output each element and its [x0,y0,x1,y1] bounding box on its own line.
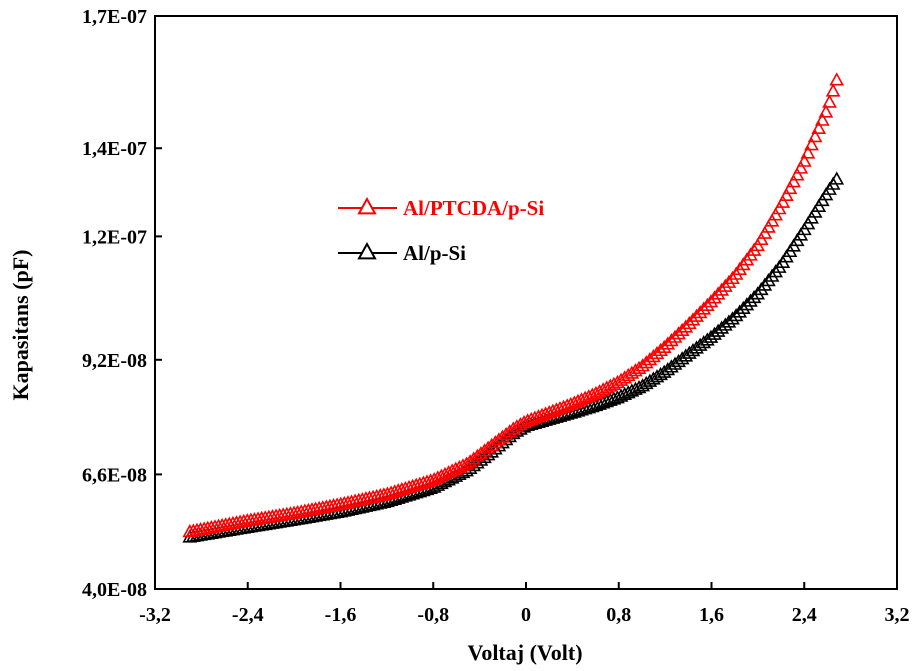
data-point [721,314,737,328]
data-point [786,174,801,188]
x-tick-label: 2,4 [792,604,817,626]
data-point [678,319,694,333]
legend-label: Al/PTCDA/p-Si [403,196,544,220]
data-point [818,104,834,118]
data-point [793,160,809,174]
y-tick-label: 6,6E-08 [82,464,147,486]
y-tick-label: 1,7E-07 [82,6,147,28]
data-point [635,378,650,392]
data-point [811,120,827,134]
data-point [717,278,733,292]
y-tick-label: 1,4E-07 [82,138,147,160]
data-point [703,294,719,308]
data-point [509,419,525,433]
data-point [743,293,758,307]
y-tick-label: 9,2E-08 [82,350,147,372]
data-point [800,145,816,159]
data-point [606,376,622,390]
data-point [714,282,730,296]
data-point [664,332,679,347]
data-point [707,290,722,304]
x-tick-label: 0 [521,604,531,626]
x-tick-label: 3,2 [885,604,910,626]
data-point [649,369,665,383]
x-tick-label: 0,8 [606,604,631,626]
data-point [771,201,787,215]
y-axis-title: Kapasitans (pF) [8,250,33,401]
data-point [779,187,794,201]
x-tick-label: -3,2 [139,604,171,626]
data-point [674,322,690,336]
data-point [509,423,525,437]
data-point [455,458,471,472]
data-point [505,425,521,440]
y-tick-label: 4,0E-08 [82,579,147,601]
x-axis: -3,2 -2,4 -1,6 -0,8 0 0,8 1,6 2,4 3,2 [139,582,910,626]
data-point [685,312,701,326]
data-point [797,153,812,167]
legend: Al/PTCDA/p-Si Al/p-Si [338,196,544,265]
data-point [807,128,823,143]
data-point [804,137,819,151]
data-point [660,336,676,350]
data-point [757,277,773,291]
data-point [671,326,686,340]
data-point [739,297,755,311]
data-point [505,421,521,435]
data-series [182,72,845,543]
y-tick-label: 1,2E-07 [82,226,147,248]
data-point [728,307,744,322]
x-tick-label: -1,6 [325,604,357,626]
data-point [653,342,668,357]
legend-marker [357,241,377,260]
data-point [782,180,798,195]
legend-label: Al/p-Si [403,241,466,265]
legend-marker [357,196,377,215]
data-point [829,72,845,86]
data-point [725,311,740,325]
data-point [725,270,740,285]
data-point [814,112,830,126]
data-point [721,274,737,288]
data-point [750,286,766,300]
data-point [638,375,654,390]
data-point [689,308,704,322]
data-point [761,273,776,287]
data-point [753,281,769,296]
x-tick-label: -2,4 [232,604,264,626]
data-point [692,304,708,319]
data-point [656,339,672,353]
data-point [631,379,647,394]
series-al-ptcda-p-si [182,72,845,538]
data-point [735,300,751,315]
data-point [746,289,762,304]
data-point [764,268,780,282]
data-point [768,264,783,278]
data-point [681,315,697,330]
x-tick-label: 1,6 [699,604,724,626]
x-tick-label: -0,8 [417,604,449,626]
series-al-p-si [182,171,845,543]
data-point [822,94,837,108]
data-point [513,417,528,431]
data-point [699,297,715,311]
data-point [775,194,791,208]
data-point [642,373,658,387]
data-point [710,286,726,300]
data-point [825,83,841,97]
data-point [732,304,748,318]
plot-area [154,15,898,590]
y-axis: 4,0E-08 6,6E-08 9,2E-08 1,2E-07 1,4E-07 1,7E-… [82,6,162,601]
data-point [789,167,805,181]
data-point [667,329,683,343]
x-axis-title: Voltaj (Volt) [467,640,582,665]
data-point [696,301,712,315]
data-point [829,171,845,185]
data-point [646,371,661,385]
plot-border [154,15,898,590]
data-point [610,374,625,389]
